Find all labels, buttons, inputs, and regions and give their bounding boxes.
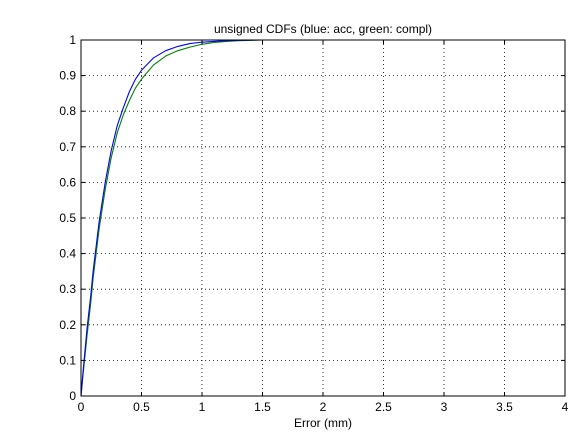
x-tick-label: 2.5 bbox=[375, 400, 392, 414]
chart-title: unsigned CDFs (blue: acc, green: compl) bbox=[214, 22, 432, 36]
series-line-blue bbox=[80, 39, 444, 397]
y-tick-label: 0.6 bbox=[59, 175, 76, 189]
x-axis-label: Error (mm) bbox=[294, 416, 352, 430]
y-tick-label: 0.4 bbox=[59, 247, 76, 261]
x-tick-label: 3 bbox=[441, 400, 448, 414]
x-tick-label: 0.5 bbox=[133, 400, 150, 414]
x-tick-label: 1.5 bbox=[254, 400, 271, 414]
y-tick-label: 0.5 bbox=[59, 211, 76, 225]
x-tick-label: 1 bbox=[199, 400, 206, 414]
y-tick-label: 0.7 bbox=[59, 140, 76, 154]
y-tick-label: 0.9 bbox=[59, 69, 76, 83]
ticks: 0 0.5 1 1.5 2 2.5 3 3.5 4 0 0.1 0.2 0.3 0.4 0.5 0.6 0.7 0… bbox=[59, 33, 568, 414]
y-tick-label: 0.3 bbox=[59, 282, 76, 296]
y-tick-label: 0.8 bbox=[59, 104, 76, 118]
y-tick-label: 1 bbox=[69, 33, 76, 47]
y-tick-label: 0 bbox=[69, 389, 76, 403]
series-layer bbox=[80, 39, 444, 397]
y-tick-label: 0.2 bbox=[59, 318, 76, 332]
x-tick-label: 2 bbox=[320, 400, 327, 414]
x-tick-label: 4 bbox=[562, 400, 569, 414]
x-tick-label: 3.5 bbox=[496, 400, 513, 414]
y-tick-label: 0.1 bbox=[59, 353, 76, 367]
series-line-green bbox=[80, 39, 444, 397]
x-tick-label: 0 bbox=[78, 400, 85, 414]
grid bbox=[81, 40, 565, 396]
